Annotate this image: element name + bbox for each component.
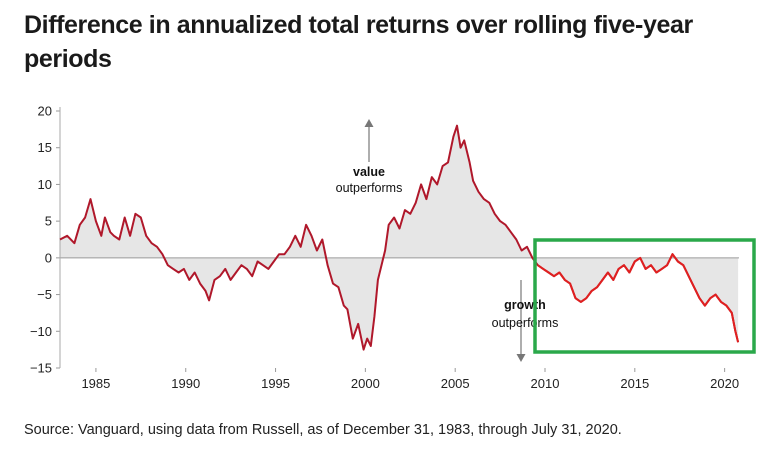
x-tick-label: 2020 xyxy=(710,376,739,391)
annotation-growth-bold: growth xyxy=(504,298,546,312)
annotation-value-bold: value xyxy=(353,165,385,179)
annotation-value-text: outperforms xyxy=(336,181,403,195)
up-arrowhead-icon xyxy=(364,119,374,127)
y-tick-label: 20 xyxy=(38,104,52,119)
x-tick-label: 2015 xyxy=(620,376,649,391)
y-tick-label: 5 xyxy=(45,214,52,229)
y-tick-label: 0 xyxy=(45,250,52,265)
y-tick-label: 10 xyxy=(38,177,52,192)
y-tick-label: −5 xyxy=(37,287,52,302)
source-note: Source: Vanguard, using data from Russel… xyxy=(24,422,622,438)
x-tick-label: 1995 xyxy=(261,376,290,391)
highlight-box xyxy=(533,238,756,354)
down-arrowhead-icon xyxy=(516,354,526,362)
annotation-growth-text: outperforms xyxy=(492,316,559,330)
zero-fill-area xyxy=(60,125,739,350)
x-tick-label: 2010 xyxy=(531,376,560,391)
annotation-value-outperforms: value outperforms xyxy=(336,119,403,195)
y-tick-label: −10 xyxy=(30,324,52,339)
x-tick-label: 2005 xyxy=(441,376,470,391)
y-tick-label: −15 xyxy=(30,361,52,376)
annotation-growth-outperforms: growth outperforms xyxy=(492,280,559,362)
x-tick-label: 1985 xyxy=(81,376,110,391)
x-tick-label: 1990 xyxy=(171,376,200,391)
x-tick-label: 2000 xyxy=(351,376,380,391)
y-tick-label: 15 xyxy=(38,140,52,155)
series-line-recent xyxy=(537,253,740,343)
chart-title: Difference in annualized total returns o… xyxy=(24,11,693,73)
